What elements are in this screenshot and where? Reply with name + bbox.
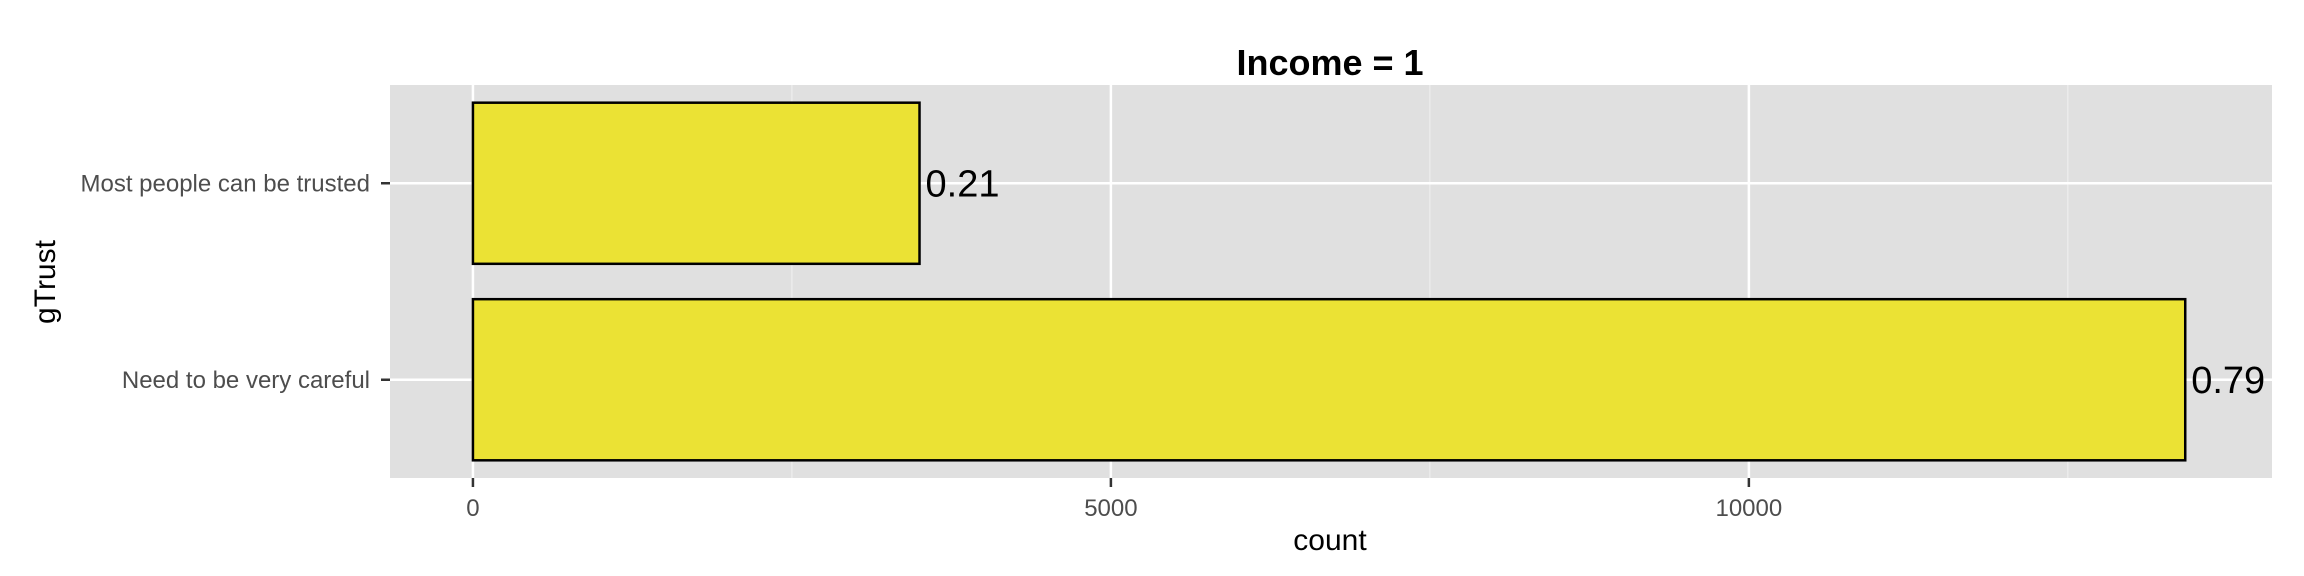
x-axis-labels: 0 5000 10000	[466, 478, 1782, 522]
bar	[471, 101, 921, 266]
bar-data-label: 0.21	[926, 163, 1000, 205]
y-tick-label: Need to be very careful	[122, 367, 370, 394]
y-axis-title: gTrust	[29, 239, 62, 324]
chart-title: Income = 1	[1236, 42, 1423, 83]
x-tick-label: 10000	[1715, 495, 1782, 522]
x-tick-label: 5000	[1084, 495, 1137, 522]
bar-data-label: 0.79	[2191, 360, 2265, 402]
y-tick-label: Most people can be trusted	[80, 170, 370, 197]
y-axis-labels: Need to be very careful Most people can b…	[80, 170, 390, 394]
x-tick-label: 0	[466, 495, 479, 522]
bars: 0.79 0.21	[471, 101, 2265, 462]
x-axis-title: count	[1293, 524, 1367, 557]
bar	[471, 297, 2187, 462]
